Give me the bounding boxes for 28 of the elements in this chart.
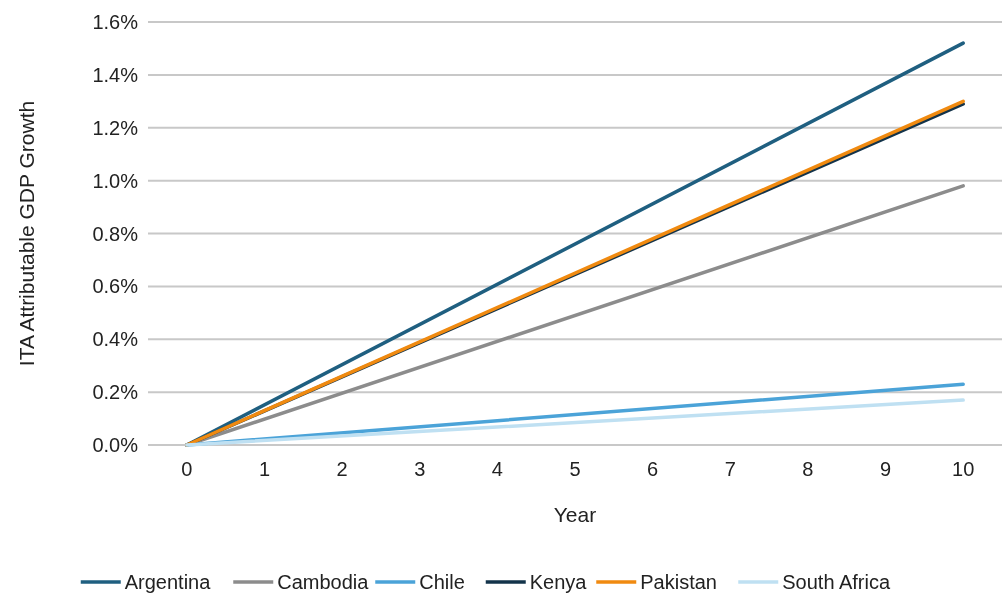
x-tick-label: 4	[491, 458, 503, 480]
legend-label: Kenya	[529, 571, 588, 593]
y-tick-label: 0.0%	[92, 434, 139, 456]
y-tick-label: 0.6%	[92, 275, 139, 298]
y-tick-label: 1.4%	[92, 63, 139, 86]
x-tick-label: 10	[952, 458, 975, 480]
y-tick-label: 1.0%	[92, 169, 139, 192]
x-tick-label: 2	[336, 458, 348, 480]
legend-label: South Africa	[782, 571, 891, 593]
y-tick-label: 0.8%	[92, 222, 139, 245]
x-tick-label: 5	[569, 458, 581, 480]
x-axis-title: Year	[553, 503, 597, 526]
x-tick-label: 7	[724, 458, 736, 480]
legend-label: Argentina	[124, 571, 212, 593]
y-axis-title: ITA Attributable GDP Growth	[15, 100, 38, 367]
x-tick-label: 9	[879, 458, 892, 480]
legend-label: Cambodia	[277, 571, 370, 593]
x-tick-label: 1	[258, 458, 271, 480]
legend-label: Chile	[419, 571, 465, 593]
y-tick-label: 0.4%	[92, 328, 139, 351]
x-tick-label: 0	[181, 458, 193, 480]
x-tick-label: 3	[414, 458, 426, 480]
y-tick-label: 1.6%	[92, 11, 139, 33]
y-tick-label: 1.2%	[92, 116, 139, 139]
x-tick-label: 6	[647, 458, 659, 480]
x-tick-label: 8	[802, 458, 814, 480]
y-tick-label: 0.2%	[92, 381, 139, 404]
legend-label: Pakistan	[640, 571, 717, 593]
